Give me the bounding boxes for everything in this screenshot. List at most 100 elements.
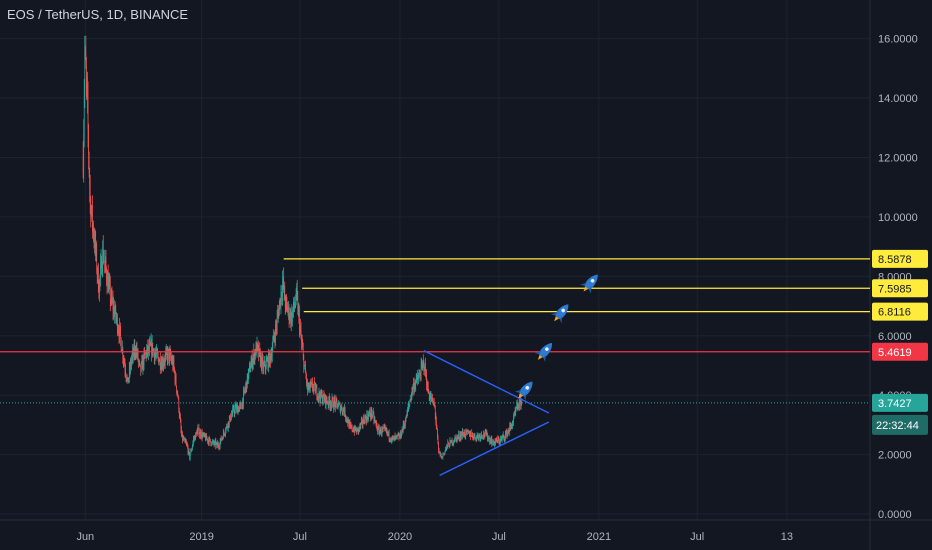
candle-body <box>473 435 475 438</box>
candle-body <box>440 453 442 459</box>
candle-body <box>165 352 167 356</box>
candle-body <box>223 432 225 434</box>
candle-body <box>362 423 364 425</box>
candle-body <box>281 295 283 296</box>
candle-body <box>322 400 324 403</box>
candle-body <box>118 332 120 337</box>
candle-body <box>398 435 400 439</box>
candle-body <box>187 444 188 448</box>
candle-body <box>198 428 199 429</box>
candle-body <box>294 305 296 307</box>
candle-body <box>96 248 98 271</box>
candle-body <box>104 261 106 263</box>
x-tick-label: 2019 <box>189 531 213 543</box>
candle-body <box>394 436 396 438</box>
candle-body <box>318 395 319 398</box>
candle-body <box>378 427 380 429</box>
triangle-trendline[interactable] <box>439 421 550 477</box>
candle-body <box>383 427 385 429</box>
candle-body <box>108 282 109 292</box>
candle-body <box>259 352 261 365</box>
candle-body <box>380 428 381 432</box>
candle-body <box>368 414 370 416</box>
candle-body <box>406 411 408 419</box>
candle-body <box>399 435 401 438</box>
candle-body <box>209 438 211 442</box>
rocket-icon <box>580 274 598 294</box>
candle-body <box>115 306 117 318</box>
candle-body <box>410 399 412 400</box>
candle-body <box>350 424 351 426</box>
candle-body <box>269 352 270 366</box>
candle-body <box>486 432 488 436</box>
candle-body <box>493 442 495 445</box>
candle-body <box>390 440 392 442</box>
candle-body <box>432 398 433 399</box>
candle-body <box>379 428 380 434</box>
candle-body <box>123 358 124 361</box>
rocket-window <box>561 308 565 313</box>
candle-body <box>205 435 207 441</box>
candle-body <box>392 437 394 439</box>
candle-body <box>212 441 213 443</box>
candle-body <box>345 417 347 420</box>
candle-body <box>516 405 518 409</box>
candle-body <box>309 383 311 388</box>
candle-body <box>313 386 314 389</box>
candle-body <box>248 368 250 374</box>
candle-body <box>116 316 118 319</box>
candle-body <box>144 352 145 354</box>
candle-body <box>207 440 209 442</box>
candle-body <box>286 299 287 302</box>
candle-body <box>254 351 255 361</box>
candle-body <box>113 306 114 311</box>
chart-title: EOS / TetherUS, 1D, BINANCE <box>7 7 189 22</box>
candle-body <box>199 434 200 436</box>
candle-body <box>415 381 417 387</box>
candle-body <box>492 439 494 443</box>
candle-body <box>477 435 479 439</box>
rocket-body <box>538 342 553 358</box>
candle-body <box>411 395 412 400</box>
candle-body <box>420 364 422 378</box>
rocket-fins <box>514 389 527 401</box>
candle-body <box>185 441 187 443</box>
candle-body <box>363 418 364 424</box>
candle-body <box>422 362 424 366</box>
candle-body <box>319 396 321 401</box>
rocket-window <box>590 278 595 283</box>
candle-body <box>84 51 86 95</box>
rocket-window <box>545 347 549 351</box>
candle-body <box>358 427 359 432</box>
candle-body <box>131 355 133 360</box>
candle-body <box>481 433 482 436</box>
candle-body <box>370 409 372 417</box>
candle-body <box>182 434 183 440</box>
candle-body <box>369 411 370 415</box>
candle-body <box>377 430 378 432</box>
candles <box>82 35 523 461</box>
candle-body <box>177 392 178 397</box>
candle-body <box>120 338 122 351</box>
candle-body <box>228 421 230 425</box>
candle-body <box>256 343 258 353</box>
candle-body <box>213 443 215 445</box>
candle-body <box>290 313 292 324</box>
candle-body <box>443 454 444 455</box>
candle-body <box>176 385 177 392</box>
candle-body <box>451 440 452 443</box>
candle-body <box>105 258 106 262</box>
candle-body <box>190 450 192 456</box>
candle-body <box>174 372 176 382</box>
candle-body <box>296 289 298 291</box>
candle-body <box>434 404 436 407</box>
candle-body <box>457 436 458 438</box>
rocket-icon <box>550 304 569 324</box>
triangle-trendline[interactable] <box>423 350 550 414</box>
candle-body <box>449 440 451 447</box>
candle-body <box>164 362 165 363</box>
candle-body <box>95 248 97 253</box>
level-tag-bg <box>872 249 928 268</box>
candle-body <box>102 246 104 270</box>
